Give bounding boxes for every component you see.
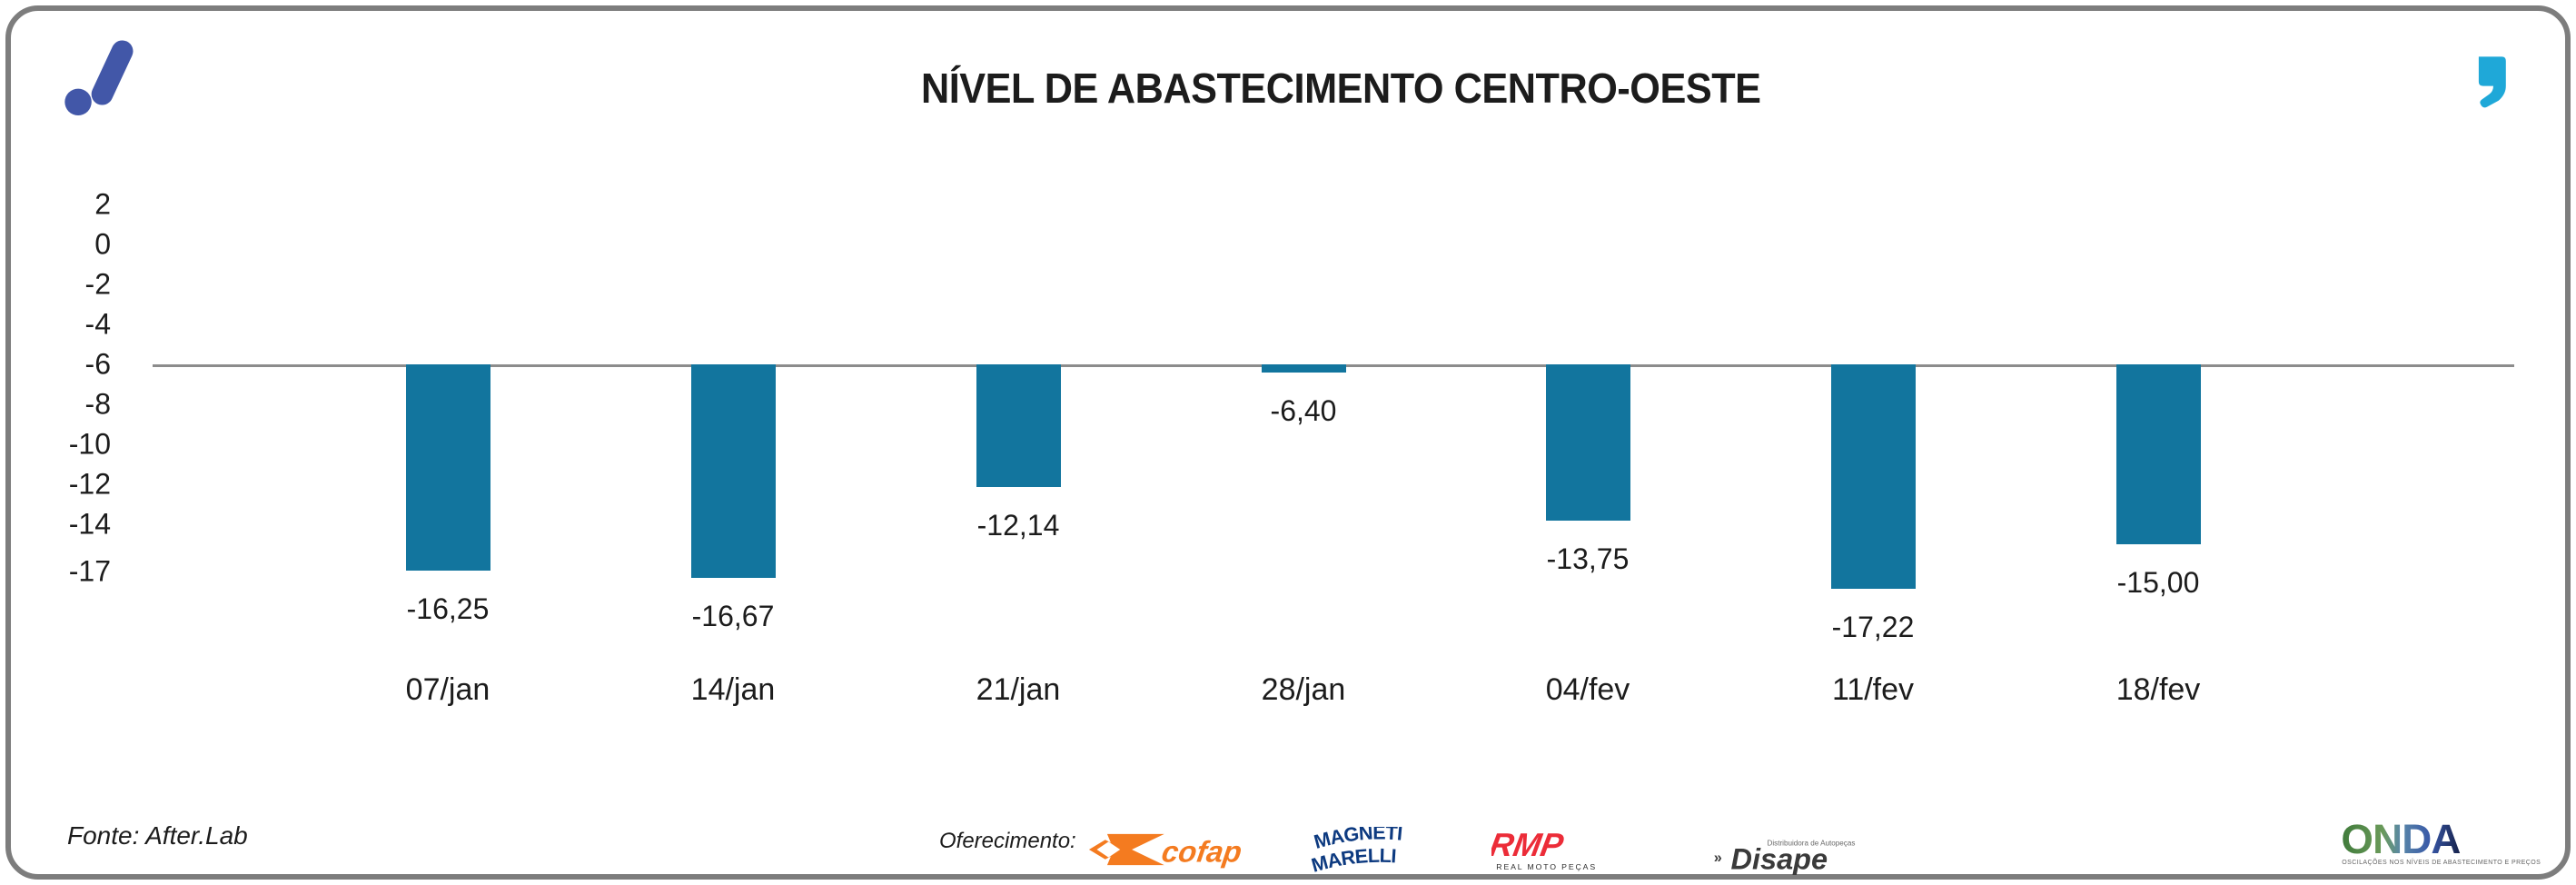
svg-text:cofap: cofap [1160, 835, 1244, 869]
svg-text:Distribuidora de Autopeças: Distribuidora de Autopeças [1768, 839, 1856, 847]
svg-text:ONDA: ONDA [2341, 818, 2460, 862]
svg-text:Disape: Disape [1731, 843, 1828, 876]
svg-text:REAL MOTO PEÇAS: REAL MOTO PEÇAS [1496, 862, 1597, 871]
svg-text:RMP: RMP [1491, 829, 1567, 863]
svg-text:OSCILAÇÕES NOS NÍVEIS DE ABAST: OSCILAÇÕES NOS NÍVEIS DE ABASTECIMENTO E… [2342, 858, 2541, 866]
svg-text:»: » [1714, 850, 1722, 866]
